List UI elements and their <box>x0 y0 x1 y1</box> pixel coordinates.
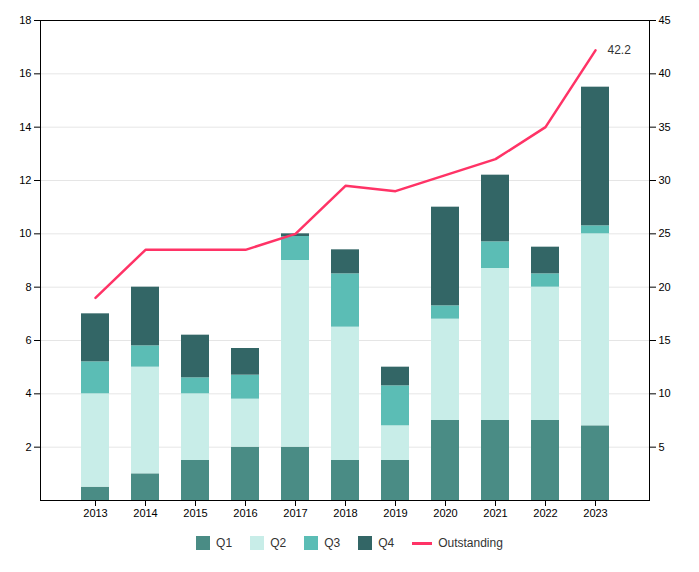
svg-text:2023: 2023 <box>583 507 607 519</box>
html-text:Outstanding: Outstanding <box>438 536 503 550</box>
svg-text:12: 12 <box>19 174 31 186</box>
svg-text:5: 5 <box>659 441 665 453</box>
svg-text:4: 4 <box>25 387 31 399</box>
html-text:Q2: Q2 <box>270 536 287 550</box>
svg-text:8: 8 <box>25 281 31 293</box>
svg-text:16: 16 <box>19 67 31 79</box>
svg-text:2013: 2013 <box>83 507 107 519</box>
svg-text:42.2: 42.2 <box>608 43 632 57</box>
svg-text:10: 10 <box>19 227 31 239</box>
svg-text:35: 35 <box>659 121 671 133</box>
svg-text:15: 15 <box>659 334 671 346</box>
svg-text:10: 10 <box>659 387 671 399</box>
svg-text:2017: 2017 <box>283 507 307 519</box>
html-text:Q3: Q3 <box>324 536 341 550</box>
svg-text:40: 40 <box>659 67 671 79</box>
svg-text:14: 14 <box>19 121 31 133</box>
html-text:Q4: Q4 <box>378 536 395 550</box>
svg-text:2015: 2015 <box>183 507 207 519</box>
svg-text:20: 20 <box>659 281 671 293</box>
svg-text:2014: 2014 <box>133 507 157 519</box>
svg-text:30: 30 <box>659 174 671 186</box>
svg-text:2016: 2016 <box>233 507 257 519</box>
svg-text:2020: 2020 <box>433 507 457 519</box>
svg-text:2019: 2019 <box>383 507 407 519</box>
svg-text:18: 18 <box>19 14 31 26</box>
svg-text:25: 25 <box>659 227 671 239</box>
svg-text:6: 6 <box>25 334 31 346</box>
svg-text:2022: 2022 <box>533 507 557 519</box>
svg-text:45: 45 <box>659 14 671 26</box>
svg-text:2: 2 <box>25 441 31 453</box>
html-text:Q1: Q1 <box>216 536 233 550</box>
svg-text:2021: 2021 <box>483 507 507 519</box>
svg-text:2018: 2018 <box>333 507 357 519</box>
